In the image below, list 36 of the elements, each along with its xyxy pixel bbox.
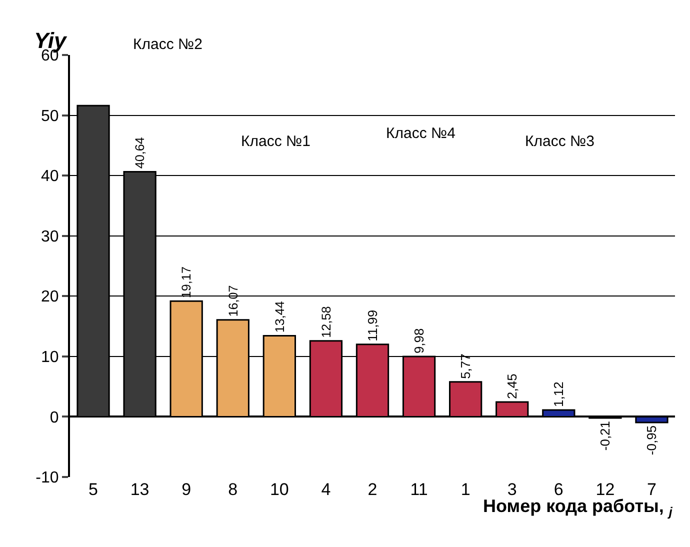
x-tick-label: 8 bbox=[228, 480, 238, 499]
data-label: 19,17 bbox=[180, 266, 194, 298]
x-tick-label: 7 bbox=[646, 480, 656, 499]
annotation: Класс №3 bbox=[525, 133, 594, 150]
data-label: 9,98 bbox=[412, 328, 427, 354]
y-tick-label: 0 bbox=[50, 409, 59, 426]
data-label: -0,95 bbox=[644, 425, 660, 456]
x-tick-label: 1 bbox=[460, 480, 470, 499]
y-tick-label: 40 bbox=[41, 168, 59, 186]
annotation: Класс №1 bbox=[241, 133, 310, 150]
text: Класс №2 bbox=[133, 36, 202, 53]
y-tick-label: 50 bbox=[41, 108, 59, 125]
data-label: 40,64 bbox=[133, 137, 148, 169]
data-label: 11,99 bbox=[365, 310, 380, 342]
x-tick-label: 11 bbox=[410, 480, 428, 499]
x-tick-label: 12 bbox=[596, 480, 615, 499]
x-tick-label: 5 bbox=[88, 480, 98, 499]
data-label: 16,07 bbox=[226, 285, 240, 317]
y-tick-label: 20 bbox=[41, 288, 59, 306]
y-tick-label: 30 bbox=[41, 228, 59, 246]
y-tick-label: -10 bbox=[36, 470, 59, 487]
x-tick-label: 4 bbox=[321, 480, 331, 499]
data-label: 1,12 bbox=[551, 382, 566, 407]
x-tick-label: 10 bbox=[270, 480, 289, 499]
annotation: Класс №4 bbox=[386, 125, 456, 142]
x-tick-label: 6 bbox=[554, 480, 564, 499]
x-tick-label: 3 bbox=[507, 480, 517, 499]
data-label: 13,44 bbox=[272, 301, 287, 333]
x-tick-label: 9 bbox=[182, 480, 192, 499]
x-tick-label: 2 bbox=[368, 480, 378, 499]
y-tick-label: 10 bbox=[41, 349, 59, 366]
x-axis-title: Номер кода работы, $_{j}$ bbox=[483, 496, 673, 519]
x-tick-label: 13 bbox=[130, 480, 150, 499]
data-label: -0,21 bbox=[598, 420, 613, 451]
data-label: 2,45 bbox=[504, 374, 520, 399]
data-label: 12,58 bbox=[319, 306, 334, 338]
